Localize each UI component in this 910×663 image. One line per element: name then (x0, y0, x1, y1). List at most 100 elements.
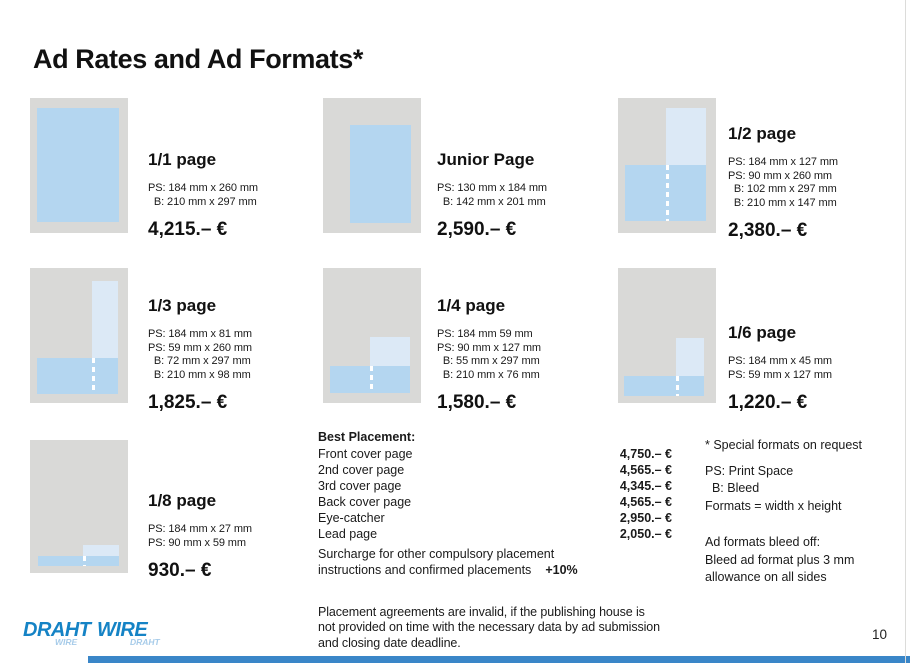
bleed-off-heading: Ad formats bleed off: (705, 535, 821, 549)
placement-row: 3rd cover page 4,345.– € (318, 478, 672, 494)
footer-accent-bar (88, 656, 910, 663)
format-spec: PS: 90 mm x 59 mm (148, 536, 246, 549)
formats-legend: Formats = width x height (705, 498, 842, 513)
format-thumbnail-1-4 (323, 268, 421, 403)
placement-price: 2,950.– € (619, 511, 672, 525)
bleed-off-note: Ad formats bleed off: Bleed ad format pl… (705, 534, 880, 587)
ad-area-vertical (83, 545, 119, 556)
ad-area-horizontal (625, 165, 706, 221)
surcharge-value: +10% (545, 562, 578, 577)
ad-area-horizontal (37, 358, 118, 394)
ad-area-vertical (676, 338, 704, 376)
format-name: 1/8 page (148, 491, 217, 510)
format-name: 1/2 page (728, 124, 797, 143)
format-specs: PS: 184 mm x 81 mm PS: 59 mm x 260 mm B:… (148, 328, 318, 382)
format-spec: PS: 184 mm x 127 mm (728, 156, 838, 168)
format-price: 4,215.– € (148, 219, 228, 240)
bleed-legend: B: Bleed (705, 481, 760, 495)
surcharge-note: Surcharge for other compulsory placement… (318, 547, 678, 578)
placement-label: Back cover page (318, 495, 412, 509)
ad-area (37, 108, 119, 222)
placement-price: 4,750.– € (619, 447, 672, 461)
format-price: 1,825.– € (148, 392, 228, 413)
format-spec: B: 210 mm x 76 mm (437, 368, 540, 381)
placement-label: Eye-catcher (318, 511, 385, 525)
format-spec: PS: 59 mm x 127 mm (728, 368, 832, 381)
surcharge-line: Surcharge for other compulsory placement (318, 547, 555, 561)
format-name: 1/4 page (437, 296, 506, 315)
format-info: 1/8 page PS: 184 mm x 27 mm PS: 90 mm x … (148, 492, 318, 582)
format-info: 1/6 page PS: 184 mm x 45 mm PS: 59 mm x … (728, 324, 898, 414)
logo-word-draht: DRAHT (23, 619, 91, 641)
best-placement-heading: Best Placement: (318, 430, 416, 444)
placement-disclaimer: Placement agreements are invalid, if the… (318, 604, 661, 650)
format-specs: PS: 184 mm 59 mm PS: 90 mm x 127 mm B: 5… (437, 328, 607, 382)
format-spec: B: 102 mm x 297 mm (728, 183, 837, 195)
placement-row: Lead page 2,050.– € (318, 526, 672, 542)
format-info: 1/1 page PS: 184 mm x 260 mm B: 210 mm x… (148, 151, 318, 241)
format-thumbnail-1-1 (30, 98, 128, 233)
format-specs: PS: 184 mm x 45 mm PS: 59 mm x 127 mm (728, 355, 898, 382)
format-thumbnail-1-6 (618, 268, 716, 403)
format-specs: PS: 184 mm x 127 mm PS: 90 mm x 260 mm B… (728, 156, 898, 210)
format-spec: B: 142 mm x 201 mm (437, 195, 546, 208)
best-placement-section: Best Placement: Front cover page 4,750.–… (318, 430, 672, 542)
ad-area (350, 125, 411, 223)
format-name: 1/1 page (148, 150, 217, 169)
divider-dashed-line (666, 165, 669, 221)
placement-label: 3rd cover page (318, 479, 402, 493)
format-spec: B: 210 mm x 98 mm (148, 368, 251, 381)
format-spec: B: 72 mm x 297 mm (148, 355, 251, 367)
format-thumbnail-1-2 (618, 98, 716, 233)
format-spec: PS: 184 mm x 27 mm (148, 523, 252, 535)
placement-row: Back cover page 4,565.– € (318, 494, 672, 510)
bleed-off-line: Bleed ad format plus 3 mm (705, 552, 855, 567)
format-specs: PS: 184 mm x 260 mm B: 210 mm x 297 mm (148, 182, 318, 209)
divider-dashed-line (83, 556, 86, 566)
placement-price: 2,050.– € (619, 527, 672, 541)
draht-wire-logo: DRAHT WIRE WIRE DRAHT (23, 619, 173, 651)
ad-area-vertical (370, 337, 410, 366)
print-space-legend: PS: Print Space (705, 463, 794, 478)
divider-dashed-line (92, 358, 95, 394)
format-name: 1/6 page (728, 323, 797, 342)
logo-sub-wire: WIRE (55, 637, 78, 647)
format-info: 1/2 page PS: 184 mm x 127 mm PS: 90 mm x… (728, 125, 898, 242)
ad-area-horizontal (38, 556, 119, 566)
placement-label: Lead page (318, 527, 378, 541)
format-info: 1/4 page PS: 184 mm 59 mm PS: 90 mm x 12… (437, 297, 607, 414)
format-price: 930.– € (148, 560, 212, 581)
placement-row: Front cover page 4,750.– € (318, 446, 672, 462)
format-spec: PS: 184 mm x 260 mm (148, 182, 258, 194)
placement-label: 2nd cover page (318, 463, 405, 477)
format-name: 1/3 page (148, 296, 217, 315)
format-price: 2,590.– € (437, 219, 517, 240)
bleed-off-line: allowance on all sides (705, 570, 827, 584)
format-price: 2,380.– € (728, 220, 808, 241)
placement-price: 4,345.– € (619, 479, 672, 493)
format-price: 1,220.– € (728, 392, 808, 413)
format-spec: PS: 184 mm x 81 mm (148, 328, 252, 340)
format-thumbnail-1-3 (30, 268, 128, 403)
divider-dashed-line (370, 366, 373, 393)
format-spec: PS: 130 mm x 184 mm (437, 182, 547, 194)
logo-word-wire: WIRE (97, 619, 148, 641)
ad-area-vertical (92, 281, 118, 358)
format-spec: PS: 184 mm x 45 mm (728, 355, 832, 367)
notes-column: * Special formats on request PS: Print S… (705, 437, 880, 587)
page-title: Ad Rates and Ad Formats* (33, 44, 363, 74)
surcharge-line: instructions and confirmed placements +10… (318, 563, 678, 579)
placement-price: 4,565.– € (619, 495, 672, 509)
format-spec: PS: 90 mm x 260 mm (728, 169, 832, 182)
format-spec: PS: 184 mm 59 mm (437, 328, 533, 340)
format-price: 1,580.– € (437, 392, 517, 413)
format-spec: B: 210 mm x 147 mm (728, 196, 837, 209)
placement-row: Eye-catcher 2,950.– € (318, 510, 672, 526)
logo-sub-draht: DRAHT (130, 637, 160, 647)
format-thumbnail-1-8 (30, 440, 128, 573)
format-spec: B: 55 mm x 297 mm (437, 355, 540, 367)
format-name: Junior Page (437, 150, 535, 169)
placement-label: Front cover page (318, 447, 413, 461)
ad-area-horizontal (624, 376, 704, 396)
